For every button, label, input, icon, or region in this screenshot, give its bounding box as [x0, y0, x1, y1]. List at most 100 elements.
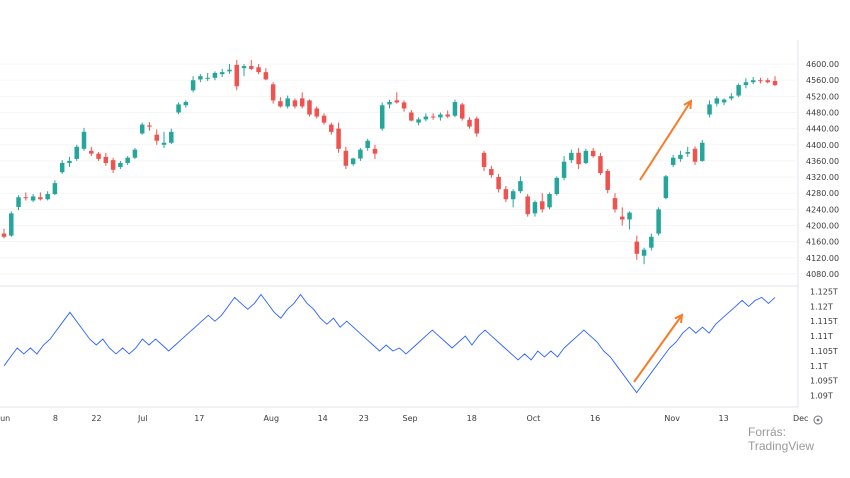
- candle: [685, 146, 690, 157]
- candle-body: [89, 150, 94, 154]
- candle: [445, 110, 450, 119]
- candle-body: [74, 146, 79, 159]
- candle: [198, 74, 203, 83]
- candle-body: [16, 197, 21, 207]
- candle: [481, 150, 487, 172]
- candle-body: [234, 64, 240, 87]
- candle: [714, 96, 720, 107]
- candle: [89, 146, 94, 157]
- time-tick-label: Jun: [0, 414, 10, 423]
- candle-body: [736, 85, 741, 96]
- time-tick-label: 18: [467, 414, 477, 423]
- candle-body: [154, 134, 160, 141]
- candle: [598, 152, 603, 176]
- price-tick-label: 4120.00: [806, 254, 839, 263]
- candle-body: [52, 183, 58, 195]
- time-axis: Jun 8 22 Jul 17 Aug 14 23 Sep 18 Oct 16 Nov 13 Dec: [0, 414, 808, 423]
- candle: [619, 207, 625, 226]
- candle-body: [670, 157, 676, 165]
- indicator-tick-label: 1.095T: [810, 377, 838, 386]
- candle: [670, 154, 676, 167]
- candle-body: [685, 152, 690, 154]
- price-grid: [0, 63, 798, 275]
- candle-body: [714, 98, 720, 104]
- candle: [729, 93, 734, 101]
- indicator-tick-label: 1.105T: [810, 347, 838, 356]
- candle: [358, 148, 363, 161]
- candle: [452, 99, 458, 118]
- candle-body: [358, 149, 363, 159]
- candle: [569, 149, 574, 163]
- candle-body: [576, 152, 581, 165]
- candle: [81, 127, 87, 151]
- time-tick-label: 23: [359, 414, 369, 423]
- settings-icon[interactable]: [813, 415, 823, 425]
- candle-body: [765, 80, 770, 83]
- candle: [343, 146, 349, 169]
- candle: [379, 102, 385, 131]
- candle-body: [489, 169, 494, 176]
- candle-body: [692, 148, 698, 162]
- candle: [750, 76, 756, 85]
- trend-arrow: [633, 313, 684, 383]
- candle-body: [314, 108, 320, 117]
- candle-body: [525, 196, 530, 215]
- candle-body: [9, 213, 14, 236]
- candle-body: [619, 216, 625, 220]
- candle: [423, 113, 429, 122]
- price-tick-label: 4440.00: [806, 125, 839, 134]
- candle: [278, 97, 283, 108]
- candle-body: [663, 176, 669, 199]
- price-tick-label: 4280.00: [806, 189, 839, 198]
- time-tick-label: 22: [91, 414, 101, 423]
- candle-body: [379, 105, 385, 129]
- arrow-head: [674, 313, 684, 324]
- trend-arrow: [639, 99, 693, 181]
- candle: [9, 211, 14, 237]
- candle: [103, 152, 109, 166]
- candle: [430, 113, 436, 120]
- candle-body: [278, 101, 283, 107]
- candle-body: [729, 96, 734, 99]
- time-tick-label: Oct: [526, 414, 540, 423]
- candle-body: [132, 149, 138, 158]
- indicator-line-series: [3, 293, 776, 394]
- candle: [539, 193, 545, 213]
- candle-body: [532, 202, 538, 214]
- candle-body: [474, 118, 480, 134]
- candle-body: [45, 194, 50, 200]
- trend-arrows: [633, 99, 693, 383]
- candle-body: [212, 72, 218, 78]
- arrow-shaft: [633, 314, 683, 383]
- indicator-tick-label: 1.1T: [810, 362, 828, 371]
- candle: [605, 169, 610, 194]
- candle-body: [183, 102, 189, 106]
- candle: [583, 148, 589, 165]
- indicator-tick-label: 1.09T: [810, 392, 833, 401]
- price-tick-label: 4600.00: [806, 60, 839, 69]
- price-tick-label: 4320.00: [806, 173, 839, 182]
- candle: [38, 192, 43, 201]
- candle-body: [205, 77, 210, 79]
- candle: [489, 165, 494, 178]
- candle-body: [518, 181, 523, 192]
- candle-body: [641, 249, 647, 256]
- time-tick-label: Sep: [403, 414, 418, 423]
- time-tick-label: Aug: [263, 414, 279, 423]
- candle: [125, 156, 130, 165]
- candle: [765, 78, 770, 84]
- candle: [503, 185, 509, 203]
- candle: [314, 106, 320, 119]
- time-tick-label: 8: [53, 414, 58, 423]
- candle: [350, 157, 356, 166]
- price-tick-label: 4200.00: [806, 222, 839, 231]
- time-tick-label: Dec: [793, 414, 808, 423]
- indicator-axis: 1.125T 1.12T 1.115T 1.11T 1.105T 1.1T 1.095T 1.…: [810, 287, 838, 400]
- candle: [147, 122, 152, 131]
- candle-body: [394, 100, 400, 103]
- candle: [45, 191, 50, 201]
- candle: [234, 60, 240, 91]
- candle: [59, 160, 65, 174]
- candle: [190, 76, 196, 93]
- candle-body: [539, 201, 545, 210]
